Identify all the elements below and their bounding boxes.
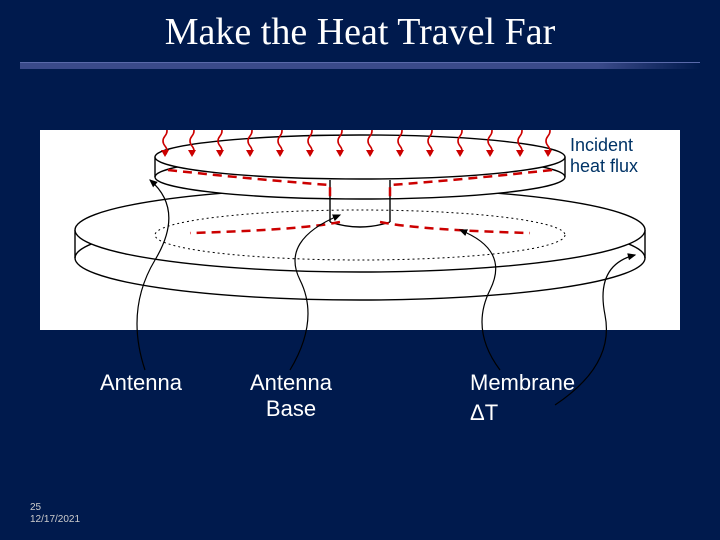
outer-ellipse-top — [75, 188, 645, 272]
base-line2: Base — [250, 396, 332, 422]
label-antenna: Antenna — [100, 370, 182, 396]
label-incident: Incident heat flux — [570, 135, 638, 177]
label-membrane: Membrane — [470, 370, 575, 396]
slide-title: Make the Heat Travel Far — [0, 10, 720, 54]
label-base: Antenna Base — [250, 370, 332, 422]
disc-top — [155, 135, 565, 179]
label-delta-t: ΔT — [470, 400, 498, 426]
base-line1: Antenna — [250, 370, 332, 396]
incident-line2: heat flux — [570, 156, 638, 177]
footer: 25 12/17/2021 — [30, 502, 80, 526]
footer-page: 25 — [30, 502, 80, 514]
slide: Make the Heat Travel Far — [0, 0, 720, 540]
incident-line1: Incident — [570, 135, 638, 156]
title-underline — [20, 62, 700, 69]
footer-date: 12/17/2021 — [30, 514, 80, 526]
